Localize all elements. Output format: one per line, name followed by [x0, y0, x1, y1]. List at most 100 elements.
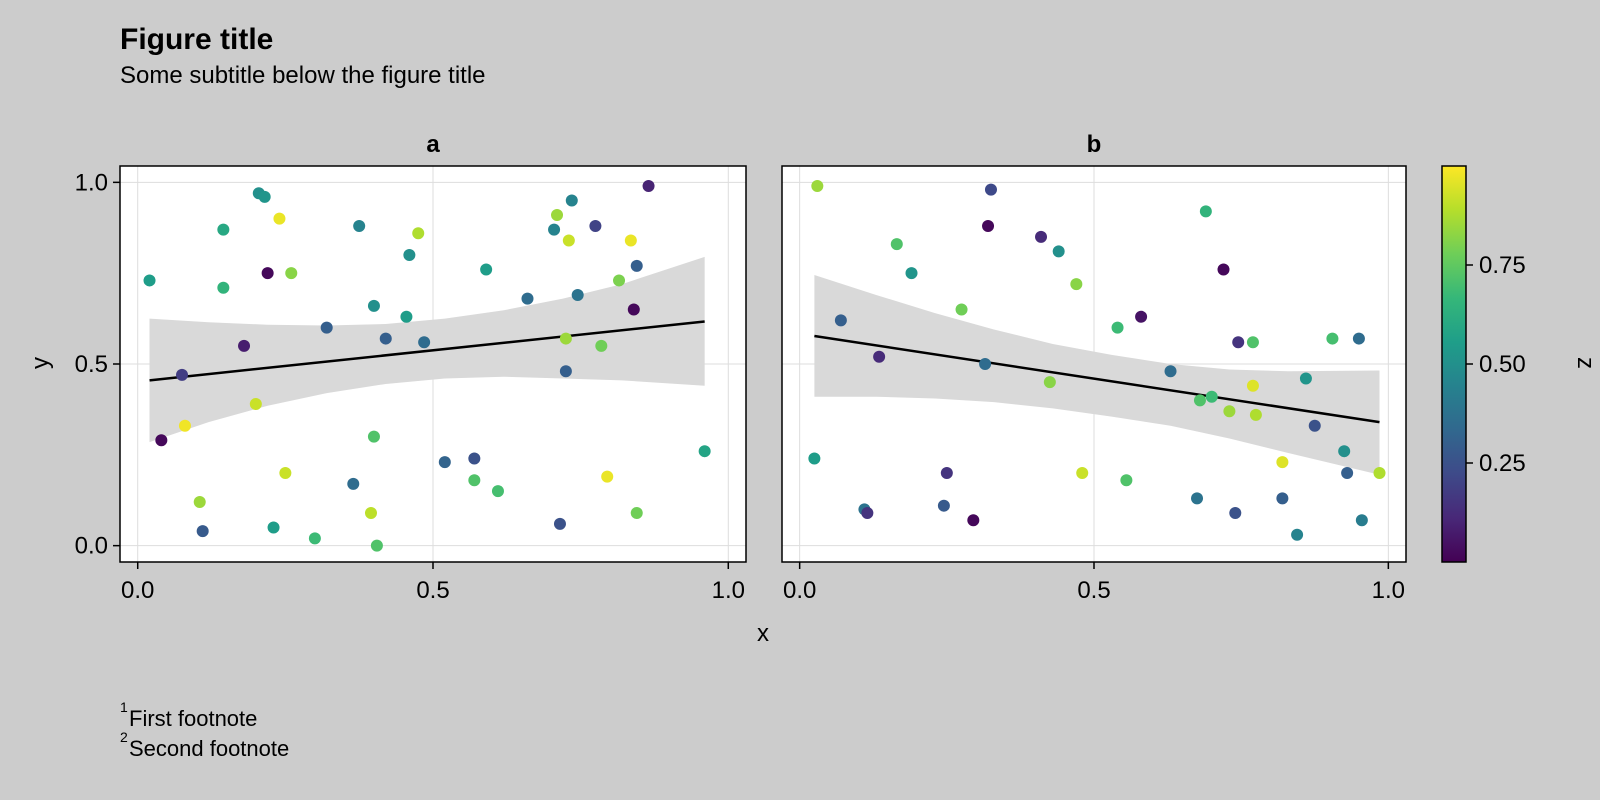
panel-b-point-22 — [1135, 310, 1148, 323]
colorbar-tick-label: 0.75 — [1479, 252, 1526, 279]
panel-a-point-17 — [308, 532, 321, 545]
panel-a-point-26 — [400, 310, 413, 323]
panel-a-point-3 — [178, 419, 191, 432]
panel-b-point-38 — [1299, 372, 1312, 385]
panel-b-point-4 — [861, 506, 874, 519]
panel-b-point-45 — [1373, 466, 1386, 479]
panel-a-point-25 — [379, 332, 392, 345]
panel-a-point-53 — [698, 445, 711, 458]
panel-a-point-45 — [595, 339, 608, 352]
figure-subtitle: Some subtitle below the figure title — [120, 62, 486, 89]
panel-b-point-1 — [811, 179, 824, 192]
panel-a-point-22 — [367, 299, 380, 312]
panel-a-xtick-label: 0.5 — [416, 577, 449, 604]
panel-a-point-44 — [589, 219, 602, 232]
colorbar-label: z — [1572, 357, 1599, 369]
panel-a-point-43 — [571, 288, 584, 301]
panel-a-point-11 — [258, 190, 271, 203]
colorbar-bar — [1441, 165, 1467, 563]
panel-a-ytick-label: 0.5 — [75, 351, 108, 378]
panel-a-point-52 — [642, 179, 655, 192]
panel-b-point-16 — [1043, 376, 1056, 389]
panel-a-point-23 — [367, 430, 380, 443]
panel-a-point-48 — [624, 234, 637, 247]
panel-b-xtick-label: 0.5 — [1077, 577, 1110, 604]
panel-a-point-2 — [176, 368, 189, 381]
panel-b-point-23 — [1164, 365, 1177, 378]
panel-a-point-35 — [521, 292, 534, 305]
panel-a-point-1 — [155, 434, 168, 447]
panel-a-point-4 — [193, 496, 206, 509]
panel-b-point-20 — [1111, 321, 1124, 334]
panel-a-point-30 — [438, 456, 451, 469]
panel-b: b 0.0 0.5 1.0 — [781, 131, 1407, 604]
panel-a-title: a — [426, 131, 440, 158]
colorbar: 0.25 0.50 0.75 z — [1441, 165, 1599, 563]
colorbar-tick-label: 0.25 — [1479, 450, 1526, 477]
figure-title: Figure title — [120, 23, 273, 56]
panel-b-point-28 — [1217, 263, 1230, 276]
panel-b-point-13 — [982, 219, 995, 232]
panel-b-point-9 — [940, 466, 953, 479]
panel-b-point-29 — [1223, 405, 1236, 418]
panel-b-point-25 — [1193, 394, 1206, 407]
panel-a-xtick-label: 0.0 — [121, 577, 154, 604]
panel-b-point-18 — [1070, 278, 1083, 291]
panel-a-point-27 — [403, 249, 416, 262]
panel-a-point-29 — [418, 336, 431, 349]
panel-b-point-19 — [1076, 466, 1089, 479]
panel-a-confidence-band — [149, 256, 705, 443]
panel-b-point-33 — [1246, 336, 1259, 349]
footnote-2-marker: 2 — [120, 729, 128, 745]
panel-a-point-6 — [217, 223, 230, 236]
panel-a-point-9 — [249, 397, 262, 410]
panel-b-point-37 — [1291, 528, 1304, 541]
panel-b-point-10 — [955, 303, 968, 316]
panel-a-xtick-label: 1.0 — [712, 577, 745, 604]
panel-a-point-36 — [548, 223, 561, 236]
footnote-1-text: First footnote — [129, 706, 257, 731]
panel-b-point-2 — [834, 314, 847, 327]
panel-b-point-43 — [1352, 332, 1365, 345]
panel-b-point-32 — [1246, 379, 1259, 392]
panel-b-point-26 — [1199, 205, 1212, 218]
panel-b-point-36 — [1276, 456, 1289, 469]
panel-b-point-31 — [1232, 336, 1245, 349]
panel-a-point-21 — [364, 506, 377, 519]
panel-a-point-46 — [601, 470, 614, 483]
panel-a-ytick-label: 0.0 — [75, 533, 108, 560]
panel-a-point-47 — [613, 274, 626, 287]
panel-a-point-12 — [261, 267, 274, 280]
panel-b-point-11 — [967, 514, 980, 527]
panel-a-point-34 — [491, 485, 504, 498]
panel-b-point-39 — [1308, 419, 1321, 432]
footnote-2-text: Second footnote — [129, 736, 289, 761]
panel-a-point-32 — [468, 452, 481, 465]
x-axis-label: x — [757, 620, 769, 647]
footnote-1-marker: 1 — [120, 699, 128, 715]
panel-a-point-5 — [196, 525, 209, 538]
panel-a-point-38 — [553, 517, 566, 530]
panel-b-point-40 — [1326, 332, 1339, 345]
panel-b-point-8 — [937, 499, 950, 512]
panel-a-point-16 — [285, 267, 298, 280]
panel-a-point-33 — [480, 263, 493, 276]
panel-a-point-37 — [551, 209, 564, 222]
panel-b-point-41 — [1338, 445, 1351, 458]
panel-a-point-51 — [630, 506, 643, 519]
panel-a-point-50 — [630, 259, 643, 272]
panel-b-point-5 — [873, 350, 886, 363]
panel-a-point-24 — [370, 539, 383, 552]
panel-a-point-41 — [562, 234, 575, 247]
colorbar-tick-label: 0.50 — [1479, 351, 1526, 378]
panel-b-point-42 — [1341, 466, 1354, 479]
panel-b-xtick-label: 1.0 — [1372, 577, 1405, 604]
panel-a-point-42 — [565, 194, 578, 207]
panel-b-trend-line — [814, 334, 1380, 424]
panel-b-point-34 — [1249, 408, 1262, 421]
panel-b-point-6 — [890, 238, 903, 251]
panel-b-point-7 — [905, 267, 918, 280]
panel-a-point-31 — [468, 474, 481, 487]
panel-a-point-7 — [217, 281, 230, 294]
panel-a-ytick-label: 1.0 — [75, 169, 108, 196]
